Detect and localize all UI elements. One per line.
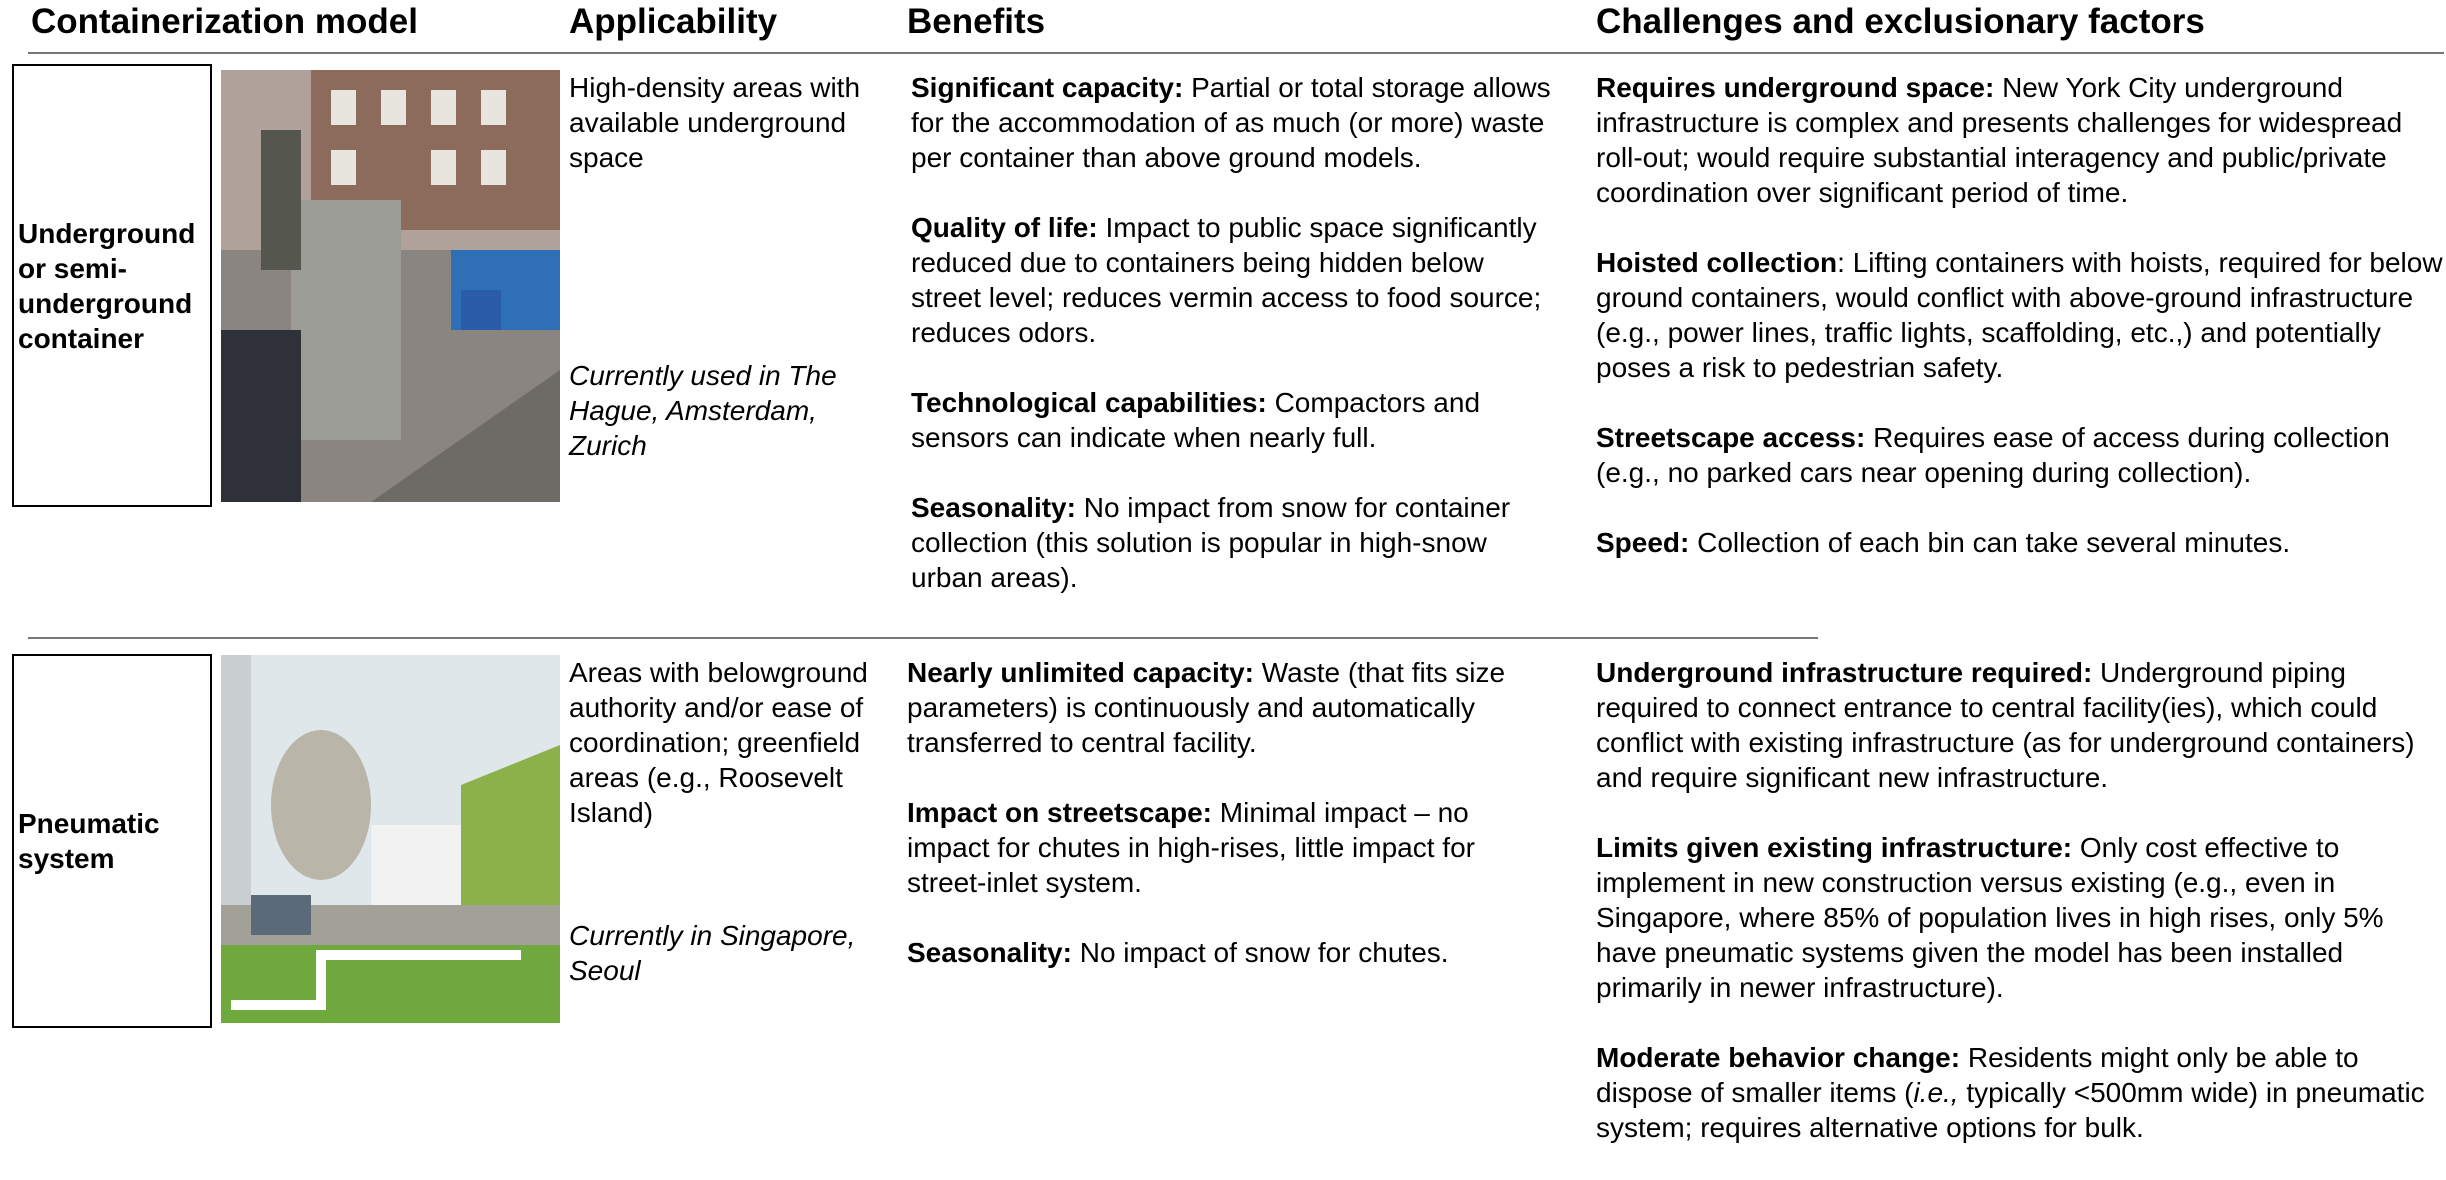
- item: Technological capabilities: Compactors a…: [911, 385, 1561, 455]
- item-text: New York City underground infrastructure…: [1596, 72, 2403, 208]
- row-rule: [28, 637, 1818, 639]
- item-text: Underground piping required to connect e…: [1596, 657, 2415, 793]
- applicability: Areas with belowground authority and/or …: [569, 657, 868, 828]
- diagram-image: [221, 655, 560, 1023]
- current-use: Currently in Singapore, Seoul: [569, 920, 856, 986]
- column-header: Applicability: [569, 2, 778, 41]
- item: Significant capacity: Partial or total s…: [911, 70, 1561, 175]
- photo: [221, 70, 560, 502]
- item-text: No impact of snow for chutes.: [1071, 937, 1449, 968]
- item-title: Significant capacity:: [911, 72, 1184, 103]
- item: Limits given existing infrastructure: On…: [1596, 830, 2446, 1005]
- item-title: Quality of life:: [911, 212, 1098, 243]
- benefits: Nearly unlimited capacity: Waste (that f…: [907, 655, 1557, 1005]
- item: Seasonality: No impact from snow for con…: [911, 490, 1561, 595]
- item: Impact on streetscape: Minimal impact – …: [907, 795, 1557, 900]
- column-header: Containerization model: [31, 2, 418, 41]
- item: Speed: Collection of each bin can take s…: [1596, 525, 2446, 560]
- item-text: i.e.,: [1913, 1077, 1959, 1108]
- header-rule: [28, 52, 2444, 54]
- item: Moderate behavior change: Residents migh…: [1596, 1040, 2446, 1145]
- item-title: Nearly unlimited capacity:: [907, 657, 1255, 688]
- item-text: : Lifting containers with hoists, requir…: [1596, 247, 2443, 383]
- item: Nearly unlimited capacity: Waste (that f…: [907, 655, 1557, 760]
- item-title: Limits given existing infrastructure:: [1596, 832, 2073, 863]
- item-title: Moderate behavior change:: [1596, 1042, 1961, 1073]
- item: Streetscape access: Requires ease of acc…: [1596, 420, 2446, 490]
- item-title: Seasonality:: [911, 492, 1076, 523]
- current-use: Currently used in The Hague, Amsterdam, …: [569, 360, 837, 461]
- challenges: Underground infrastructure required: Und…: [1596, 655, 2446, 1180]
- item-text: Requires ease of access during collectio…: [1596, 422, 2390, 488]
- item-text: Impact to public space significantly red…: [911, 212, 1542, 348]
- item-text: Only cost effective to implement in new …: [1596, 832, 2384, 1003]
- benefits: Significant capacity: Partial or total s…: [911, 70, 1561, 630]
- item-text: Partial or total storage allows for the …: [911, 72, 1551, 173]
- model-label: Pneumatic system: [12, 654, 212, 1028]
- column-header: Benefits: [907, 2, 1046, 41]
- item-text: Waste (that fits size parameters) is con…: [907, 657, 1506, 758]
- item: Seasonality: No impact of snow for chute…: [907, 935, 1557, 970]
- item-text: Minimal impact – no impact for chutes in…: [907, 797, 1475, 898]
- item-title: Underground infrastructure required:: [1596, 657, 2093, 688]
- item-title: Seasonality:: [907, 937, 1072, 968]
- item-title: Hoisted collection: [1596, 247, 1838, 278]
- item: Requires underground space: New York Cit…: [1596, 70, 2446, 210]
- applicability: High-density areas with available underg…: [569, 72, 861, 173]
- item-title: Technological capabilities:: [911, 387, 1267, 418]
- item-text: Residents might only be able to dispose …: [1596, 1042, 2359, 1108]
- item: Quality of life: Impact to public space …: [911, 210, 1561, 350]
- item: Hoisted collection: Lifting containers w…: [1596, 245, 2446, 385]
- item-text: Collection of each bin can take several …: [1689, 527, 2291, 558]
- item-title: Streetscape access:: [1596, 422, 1866, 453]
- item-title: Impact on streetscape:: [907, 797, 1212, 828]
- item-title: Speed:: [1596, 527, 1690, 558]
- item: Underground infrastructure required: Und…: [1596, 655, 2446, 795]
- item-title: Requires underground space:: [1596, 72, 1995, 103]
- page: Containerization model Applicability Ben…: [12, 2, 2446, 1143]
- column-header: Challenges and exclusionary factors: [1596, 2, 2205, 41]
- model-label: Underground or semi-underground containe…: [12, 64, 212, 507]
- item-text: No impact from snow for container collec…: [911, 492, 1511, 593]
- item-text: Compactors and sensors can indicate when…: [911, 387, 1481, 453]
- challenges: Requires underground space: New York Cit…: [1596, 70, 2446, 595]
